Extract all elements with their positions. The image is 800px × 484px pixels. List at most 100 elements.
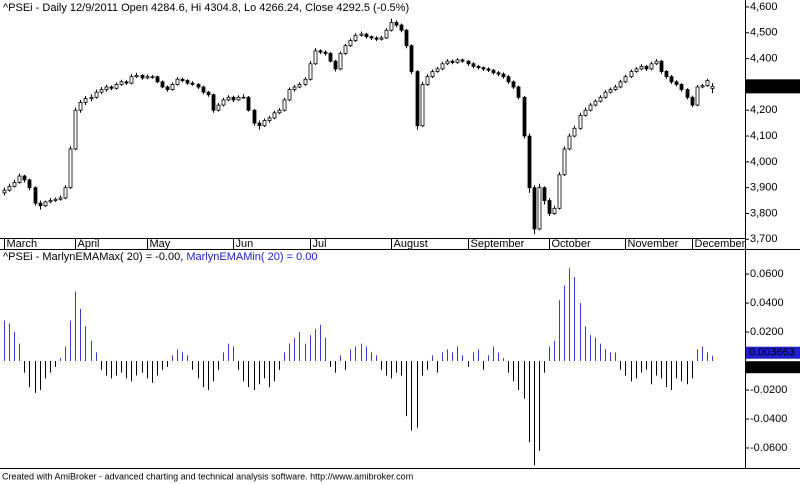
candle-body xyxy=(629,71,634,78)
candle-body xyxy=(578,114,583,129)
candle-body xyxy=(430,71,435,78)
candle-body xyxy=(695,86,700,106)
candle-body xyxy=(94,91,99,98)
candle-body xyxy=(114,84,119,89)
candle-body xyxy=(38,202,43,207)
y-tick-label: -0.0400 xyxy=(750,413,787,425)
candle-body xyxy=(221,99,226,106)
candle-body xyxy=(522,96,527,137)
candle-body xyxy=(618,81,623,88)
x-tick-label: September xyxy=(471,238,525,250)
candle-body xyxy=(104,86,109,90)
candle-body xyxy=(415,71,420,127)
candle-body xyxy=(460,59,465,62)
candle-body xyxy=(572,127,577,137)
candle-body xyxy=(471,63,476,67)
y-tick-label: -0.0200 xyxy=(750,384,787,396)
candle-body xyxy=(496,72,501,75)
candle-body xyxy=(639,65,644,70)
y-tick-label: 3,800 xyxy=(750,207,778,219)
y-tick-label: 0.0600 xyxy=(750,268,784,280)
candle-body xyxy=(282,99,287,111)
last-value-label: -0.00082 xyxy=(749,361,792,373)
candle-body xyxy=(328,53,333,62)
candle-body xyxy=(267,117,272,121)
candle-body xyxy=(435,68,440,72)
candle-body xyxy=(308,63,313,80)
candle-body xyxy=(262,120,267,127)
x-tick-label: May xyxy=(150,238,171,250)
footer: Created with AmiBroker - advanced charti… xyxy=(2,471,413,481)
y-tick-label: 4,600 xyxy=(750,1,778,13)
candle-body xyxy=(48,200,53,203)
x-tick-label: October xyxy=(552,238,591,250)
candle-body xyxy=(705,80,710,87)
candle-body xyxy=(318,50,323,53)
candle-body xyxy=(201,86,206,93)
candle-body xyxy=(150,76,155,78)
candle-body xyxy=(348,40,353,47)
candle-body xyxy=(562,148,567,176)
candle-body xyxy=(409,45,414,72)
candle-body xyxy=(89,96,94,100)
candle-body xyxy=(145,76,150,79)
candle-body xyxy=(359,33,364,36)
x-tick-label: April xyxy=(78,238,100,250)
candle-body xyxy=(364,33,369,38)
candle-body xyxy=(674,81,679,85)
candle-body xyxy=(557,174,562,209)
candle-body xyxy=(649,63,654,70)
candle-body xyxy=(160,81,165,88)
x-tick-label: Jul xyxy=(313,238,327,250)
candle-body xyxy=(603,91,608,98)
candle-body xyxy=(542,187,547,201)
candle-body xyxy=(175,78,180,85)
candle-body xyxy=(685,89,690,98)
candle-body xyxy=(634,68,639,72)
candle-body xyxy=(190,82,195,85)
candle-body xyxy=(170,84,175,90)
candle-body xyxy=(501,73,506,78)
candle-body xyxy=(613,86,618,90)
candle-body xyxy=(63,187,68,199)
y-tick-label: 4,400 xyxy=(750,53,778,65)
candle-body xyxy=(241,96,246,99)
candle-body xyxy=(196,84,201,88)
last-value-box xyxy=(746,79,800,94)
candle-body xyxy=(476,65,481,69)
candle-body xyxy=(511,81,516,88)
candle-body xyxy=(593,100,598,106)
candle-body xyxy=(272,112,277,119)
candle-body xyxy=(287,89,292,101)
candle-body xyxy=(323,51,328,54)
candle-body xyxy=(374,37,379,40)
x-tick-label: December xyxy=(695,238,746,250)
indicator-title-part: ^PSEi - MarlynEMAMax( 20) = -0.00, xyxy=(3,251,186,263)
candle-body xyxy=(608,89,613,93)
candle-body xyxy=(313,50,318,65)
candle-body xyxy=(552,207,557,214)
candle-body xyxy=(297,84,302,88)
y-tick-label: 3,900 xyxy=(750,182,778,194)
candle-body xyxy=(420,84,425,127)
candle-body xyxy=(644,65,649,70)
candle-body xyxy=(236,96,241,101)
candle-body xyxy=(425,76,430,85)
last-value-box xyxy=(746,346,800,359)
candle-body xyxy=(700,85,705,88)
candle-body xyxy=(134,74,139,78)
candle-body xyxy=(165,86,170,90)
candle-body xyxy=(710,85,715,89)
candle-body xyxy=(466,60,471,65)
candle-body xyxy=(537,187,542,230)
candle-body xyxy=(353,34,358,41)
candle-body xyxy=(481,67,486,70)
candle-body xyxy=(486,68,491,71)
x-tick-label: August xyxy=(394,238,428,250)
candle-body xyxy=(338,53,343,70)
x-tick-label: March xyxy=(7,238,38,250)
candle-body xyxy=(2,189,7,194)
candle-body xyxy=(246,96,251,111)
y-tick-label: -0.0600 xyxy=(750,442,787,454)
